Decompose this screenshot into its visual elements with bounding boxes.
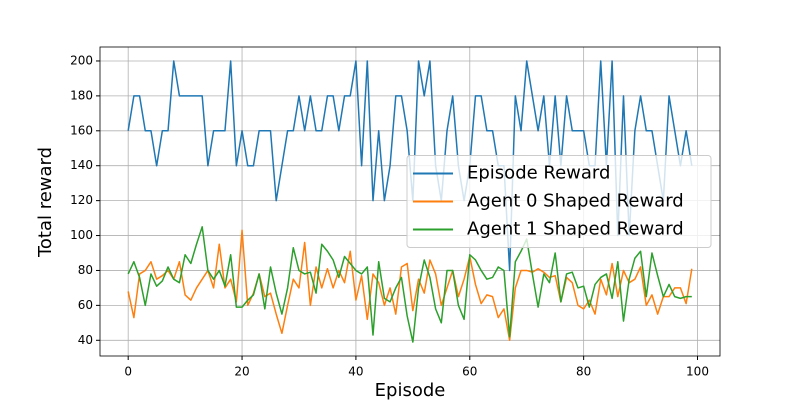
legend-label: Agent 1 Shaped Reward	[467, 219, 684, 240]
plot-frame	[99, 46, 721, 357]
x-tick-label: 80	[576, 365, 591, 379]
y-tick-label: 160	[70, 123, 93, 137]
x-tick-label: 100	[686, 365, 709, 379]
x-tick-label: 40	[348, 365, 363, 379]
x-tick-label: 0	[124, 365, 132, 379]
series-line	[127, 229, 693, 342]
y-tick-label: 200	[70, 53, 93, 67]
series-line	[127, 226, 692, 343]
x-tick-label: 60	[462, 365, 477, 379]
y-tick-label: 140	[70, 158, 93, 172]
y-tick-label: 180	[70, 88, 93, 102]
legend-label: Agent 0 Shaped Reward	[467, 191, 684, 212]
y-tick-label: 120	[70, 193, 93, 207]
legend-box	[406, 155, 712, 248]
y-axis-label: Total reward	[35, 147, 56, 258]
y-tick-label: 80	[78, 263, 93, 277]
x-tick-label: 20	[234, 365, 249, 379]
y-tick-label: 40	[78, 333, 93, 347]
y-tick-label: 100	[70, 228, 93, 242]
y-tick-label: 60	[78, 298, 93, 312]
x-axis-label: Episode	[375, 380, 446, 400]
legend-label: Episode Reward	[467, 163, 610, 184]
